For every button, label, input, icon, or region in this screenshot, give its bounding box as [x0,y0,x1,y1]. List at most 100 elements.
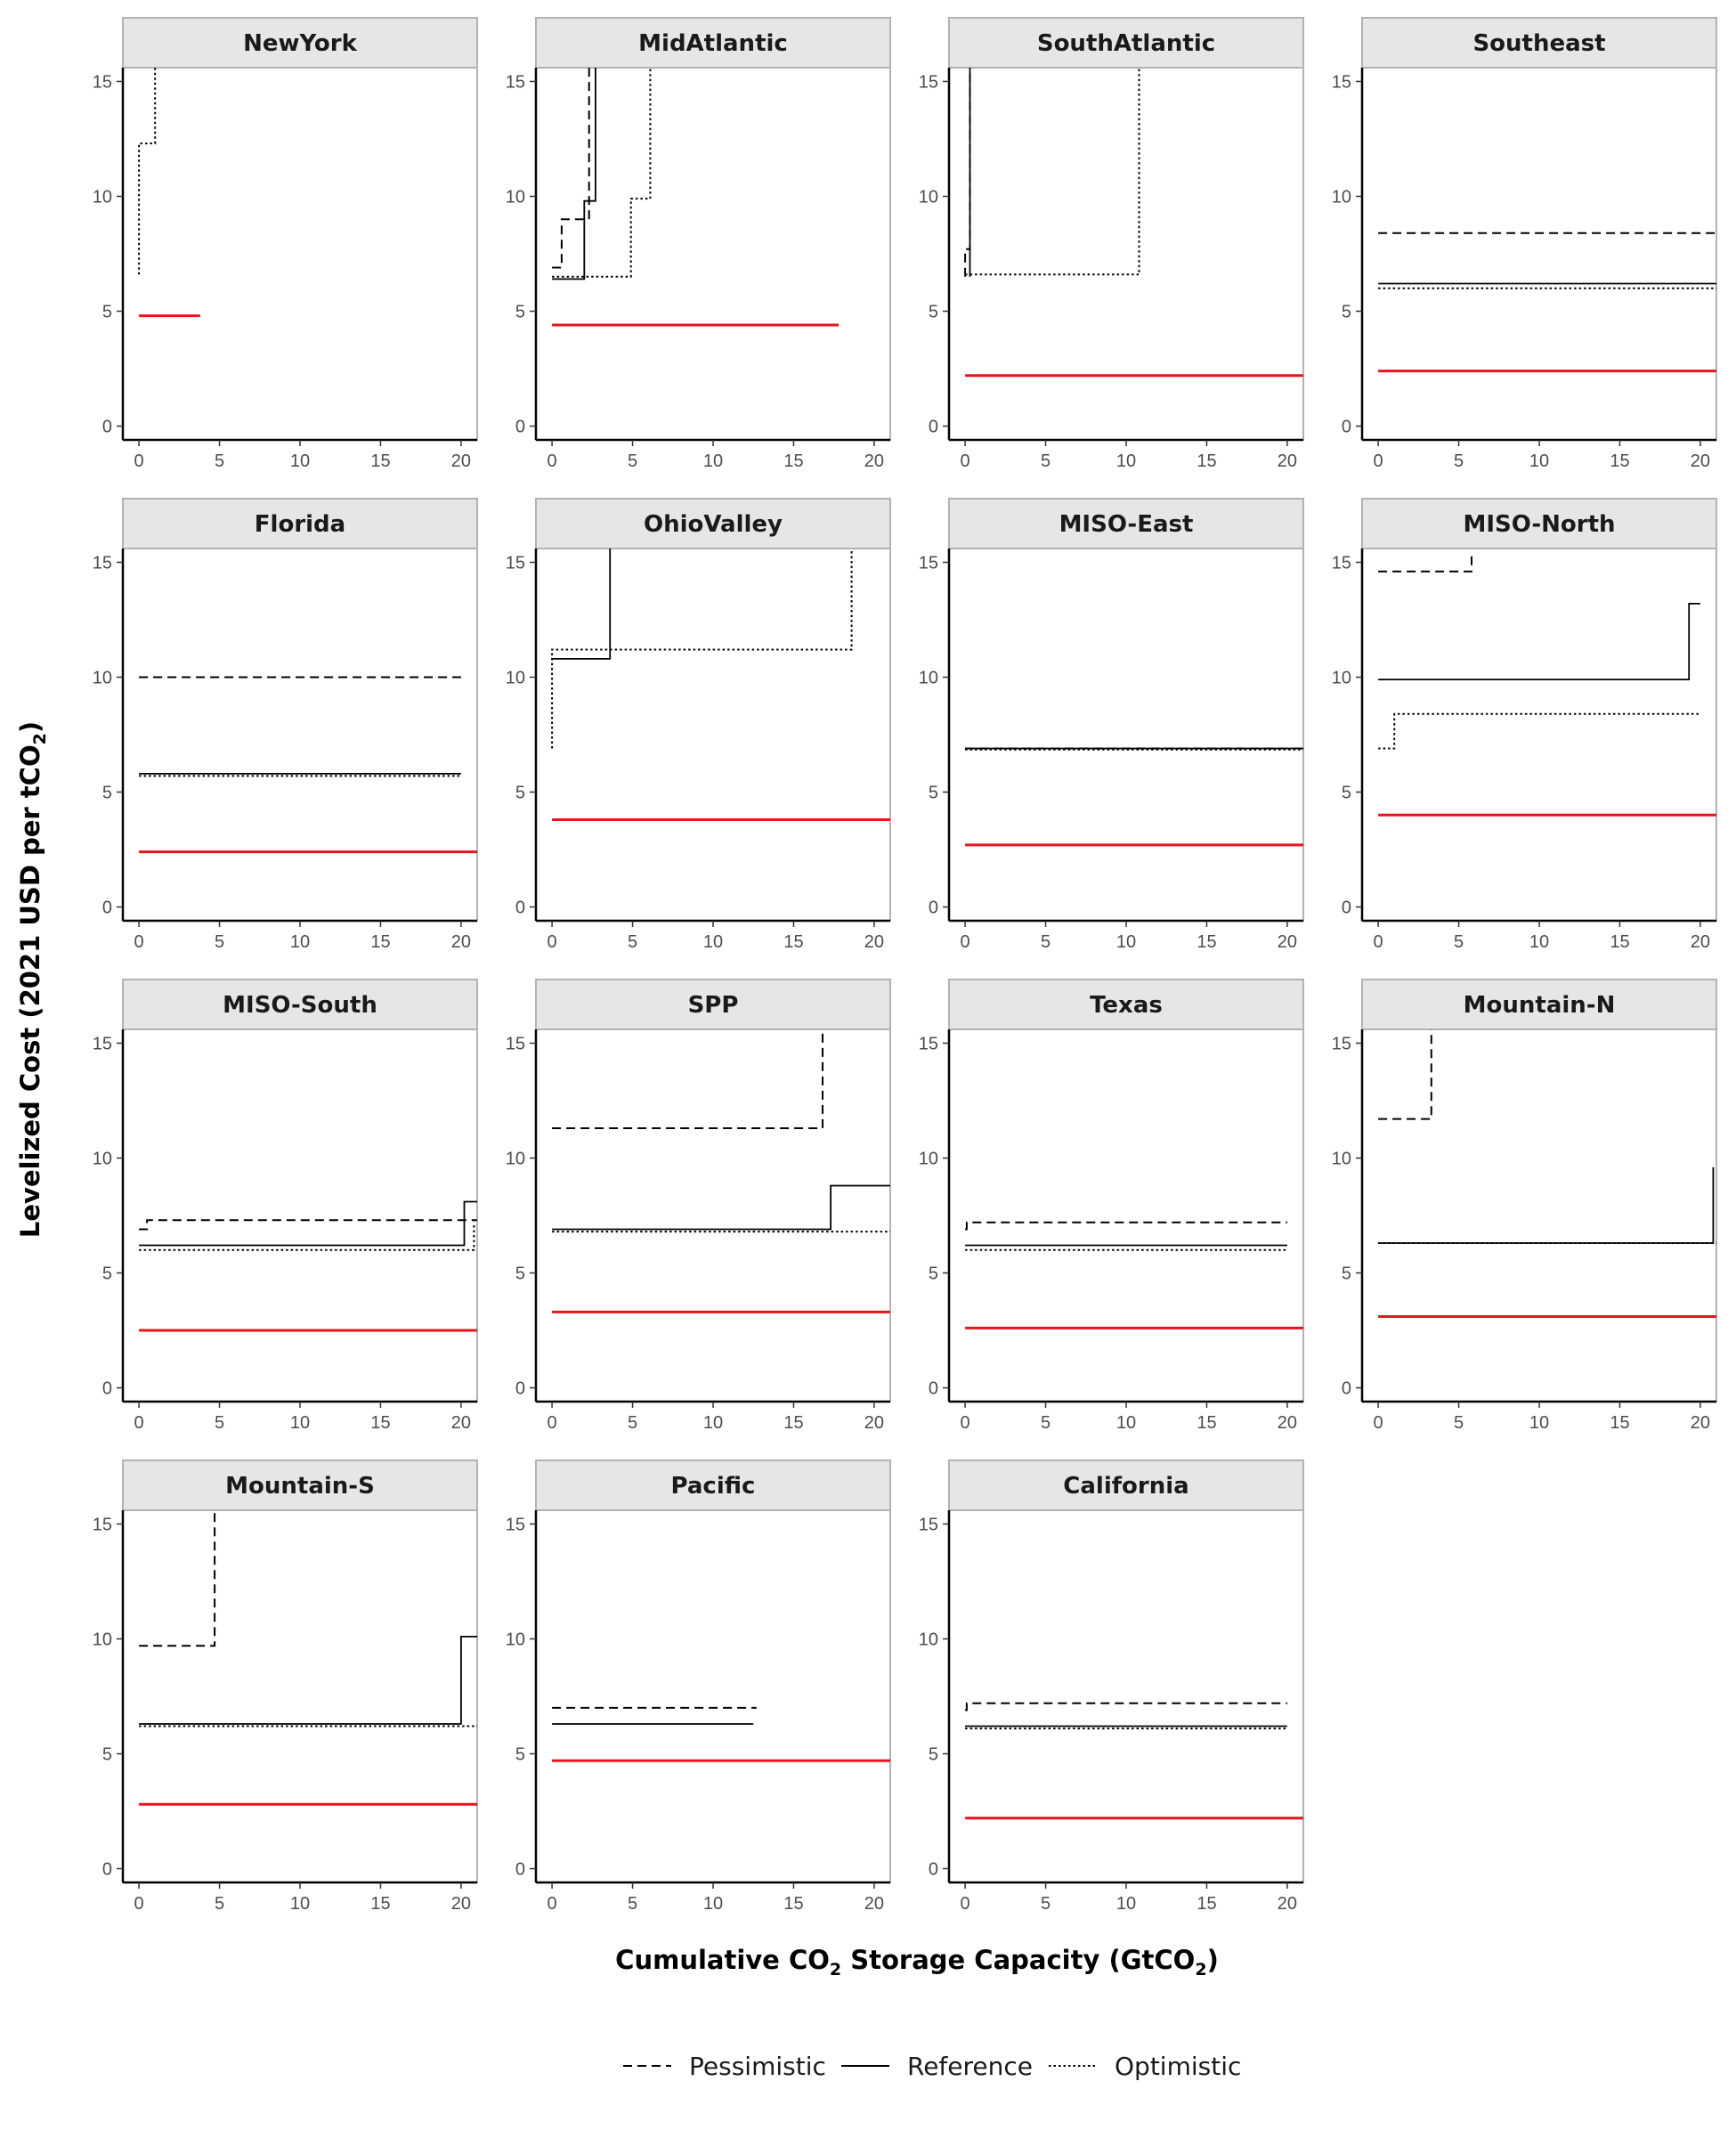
panel-lines [552,1029,890,1313]
y-tick-label: 5 [1342,303,1351,322]
x-tick-label: 20 [864,1413,884,1433]
series-optimistic [551,549,853,749]
panel-frame [948,67,1304,441]
panel-miso-south: MISO-South 0 5 10 15 0 5 10 15 20 [93,979,478,1433]
y-tick-label: 15 [93,72,112,92]
x-tick-label: 20 [864,932,884,952]
x-tick-label: 0 [961,1894,970,1914]
panel-miso-north: MISO-North 0 5 10 15 0 5 10 15 20 [1332,498,1717,952]
x-tick-label: 15 [370,1894,390,1914]
y-tick-label: 5 [515,1264,525,1284]
x-tick-label: 15 [783,1894,803,1914]
x-tick-label: 10 [703,451,723,471]
x-tick-label: 15 [1610,932,1629,952]
panel-title: OhioValley [644,511,783,538]
panel-frame [122,67,478,441]
x-tick-label: 20 [1278,451,1297,471]
x-tick-label: 0 [961,932,970,952]
y-tick-label: 0 [1342,418,1351,437]
x-tick-label: 0 [548,932,557,952]
legend: Pessimistic Reference Optimistic [623,2052,1241,2081]
y-tick-label: 0 [102,418,112,437]
x-tick-label: 20 [451,451,471,471]
panel-title: MISO-South [223,992,377,1019]
x-tick-label: 0 [1374,1413,1383,1433]
series-optimistic [138,68,157,275]
y-tick-label: 15 [1332,1034,1351,1053]
x-tick-label: 5 [215,1413,224,1433]
panel-strip [535,1459,891,1511]
panel-texas: Texas 0 5 10 15 0 5 10 15 20 [919,979,1304,1433]
panel-title: SouthAtlantic [1037,30,1215,57]
series-pessimistic [552,1029,823,1129]
x-tick-label: 10 [703,1894,723,1914]
x-tick-label: 5 [628,932,637,952]
y-tick-label: 15 [93,1034,112,1053]
panel-frame [1361,1028,1717,1402]
y-tick-label: 5 [515,784,525,803]
panel-strip [122,1459,478,1511]
x-tick-label: 10 [703,1413,723,1433]
panel-title: MISO-North [1463,511,1615,538]
series-reference [139,1636,477,1725]
x-tick-label: 0 [1374,932,1383,952]
panel-lines [139,1200,477,1332]
panel-mountain-s: Mountain-S 0 5 10 15 0 5 10 15 20 [93,1459,478,1914]
panel-lines [552,1706,890,1762]
panel-strip [1361,17,1717,69]
panel-strip [1361,498,1717,549]
panel-newyork: NewYork 0 5 10 15 0 5 10 15 20 [93,17,478,471]
series-optimistic [965,68,1140,276]
y-tick-label: 0 [929,1860,938,1880]
x-tick-label: 20 [864,1894,884,1914]
series-pessimistic [552,68,590,269]
x-tick-label: 0 [134,451,144,471]
x-tick-label: 20 [864,451,884,471]
series-reference [552,1184,890,1231]
y-tick-label: 10 [506,187,525,207]
x-tick-label: 5 [215,451,224,471]
x-tick-label: 20 [1278,932,1297,952]
y-tick-label: 15 [919,72,938,92]
x-tick-label: 10 [1529,1413,1549,1433]
panel-frame [122,548,478,922]
x-tick-label: 5 [215,1894,224,1914]
panel-strip [948,17,1304,69]
x-tick-label: 5 [628,451,637,471]
x-axis-title: Cumulative CO2 Storage Capacity (GtCO2) [615,1945,1219,1980]
panel-frame [122,1509,478,1883]
panel-title: Pacific [671,1473,756,1500]
x-tick-label: 5 [215,932,224,952]
x-tick-label: 20 [1278,1894,1297,1914]
x-tick-label: 5 [1454,932,1464,952]
y-tick-label: 0 [515,898,525,918]
panel-title: Southeast [1472,30,1605,57]
panel-southeast: Southeast 0 5 10 15 0 5 10 15 20 [1332,17,1717,471]
x-tick-label: 10 [1116,932,1136,952]
panel-title: SPP [688,992,739,1019]
panel-frame [535,548,891,922]
panel-southatlantic: SouthAtlantic 0 5 10 15 0 5 10 15 20 [919,17,1304,471]
x-tick-label: 10 [290,451,310,471]
legend-item-reference: Reference [841,2052,1033,2081]
y-tick-label: 5 [929,1264,938,1284]
x-tick-label: 10 [290,932,310,952]
panel-title: Florida [255,511,345,538]
y-tick-label: 15 [506,553,525,573]
panel-ohiovalley: OhioValley 0 5 10 15 0 5 10 15 20 [506,498,891,952]
panel-midatlantic: MidAtlantic 0 5 10 15 0 5 10 15 20 [506,17,891,471]
y-tick-label: 10 [506,1149,525,1168]
series-reference [552,549,612,660]
panel-frame [948,1028,1304,1402]
x-tick-label: 0 [548,1413,557,1433]
y-tick-label: 5 [515,303,525,322]
panel-frame [535,1028,891,1402]
series-reference [139,1200,477,1247]
panel-lines [965,747,1303,847]
y-tick-label: 10 [93,668,112,687]
series-optimistic [139,1222,475,1251]
y-tick-label: 15 [506,1034,525,1053]
y-tick-label: 5 [102,303,112,322]
panel-frame [1361,548,1717,922]
